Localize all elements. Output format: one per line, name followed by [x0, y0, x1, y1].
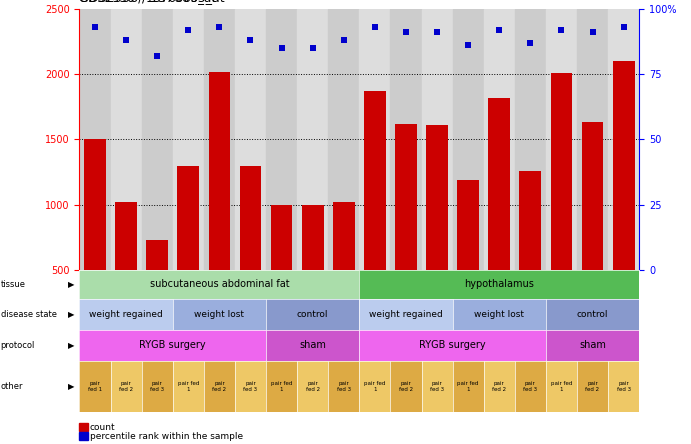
Text: weight regained: weight regained [369, 310, 443, 319]
Text: pair fed
1: pair fed 1 [178, 381, 199, 392]
Bar [489, 98, 510, 335]
Text: GDS2956 / 1376065_at: GDS2956 / 1376065_at [79, 0, 216, 4]
Bar [173, 9, 204, 270]
Text: pair fed
1: pair fed 1 [457, 381, 479, 392]
Bar [240, 166, 261, 335]
Text: weight lost: weight lost [194, 310, 245, 319]
Text: RYGB surgery: RYGB surgery [140, 341, 206, 350]
Bar [111, 9, 142, 270]
Bar [297, 9, 328, 270]
Text: sham: sham [579, 341, 606, 350]
Bar [520, 171, 541, 335]
Text: protocol: protocol [1, 341, 35, 350]
Text: pair
fed 2: pair fed 2 [585, 381, 600, 392]
Bar [142, 9, 173, 270]
Text: pair
fed 2: pair fed 2 [399, 381, 413, 392]
Bar [328, 9, 359, 270]
Bar [235, 9, 266, 270]
Text: ▶: ▶ [68, 382, 75, 391]
Text: pair
fed 3: pair fed 3 [337, 381, 351, 392]
Text: ▶: ▶ [68, 341, 75, 350]
Text: pair fed
1: pair fed 1 [364, 381, 386, 392]
Text: hypothalamus: hypothalamus [464, 279, 534, 289]
Bar [484, 9, 515, 270]
Bar [79, 9, 111, 270]
Bar [582, 123, 603, 335]
Bar [551, 73, 572, 335]
Text: weight lost: weight lost [474, 310, 524, 319]
Bar [608, 9, 639, 270]
Bar [84, 139, 106, 335]
Text: other: other [1, 382, 23, 391]
Text: pair
fed 3: pair fed 3 [243, 381, 258, 392]
Text: pair fed
1: pair fed 1 [551, 381, 572, 392]
Text: pair
fed 3: pair fed 3 [150, 381, 164, 392]
Text: pair
fed 2: pair fed 2 [212, 381, 227, 392]
Bar [271, 205, 292, 335]
Bar [266, 9, 297, 270]
Text: control: control [297, 310, 328, 319]
Text: percentile rank within the sample: percentile rank within the sample [90, 432, 243, 441]
Bar [146, 240, 168, 335]
Bar [364, 91, 386, 335]
Text: pair
fed 2: pair fed 2 [492, 381, 507, 392]
Text: weight regained: weight regained [89, 310, 163, 319]
Text: count: count [90, 423, 115, 432]
Text: pair
fed 2: pair fed 2 [119, 381, 133, 392]
Text: sham: sham [299, 341, 326, 350]
Text: disease state: disease state [1, 310, 57, 319]
Bar [302, 205, 323, 335]
Text: pair
fed 2: pair fed 2 [305, 381, 320, 392]
Bar [515, 9, 546, 270]
Text: subcutaneous abdominal fat: subcutaneous abdominal fat [149, 279, 290, 289]
Text: GDS2956 / 1376065_at: GDS2956 / 1376065_at [79, 0, 225, 4]
Bar [333, 202, 354, 335]
Text: control: control [577, 310, 608, 319]
Bar [204, 9, 235, 270]
Bar [422, 9, 453, 270]
Text: pair fed
1: pair fed 1 [271, 381, 292, 392]
Bar [613, 61, 634, 335]
Bar [457, 180, 479, 335]
Bar [115, 202, 137, 335]
Bar [209, 71, 230, 335]
Text: ▶: ▶ [68, 280, 75, 289]
Text: tissue: tissue [1, 280, 26, 289]
Bar [395, 124, 417, 335]
Bar [577, 9, 608, 270]
Bar [426, 125, 448, 335]
Bar [178, 166, 199, 335]
Bar [390, 9, 422, 270]
Text: pair
fed 1: pair fed 1 [88, 381, 102, 392]
Text: pair
fed 3: pair fed 3 [430, 381, 444, 392]
Text: ▶: ▶ [68, 310, 75, 319]
Bar [453, 9, 484, 270]
Text: pair
fed 3: pair fed 3 [523, 381, 538, 392]
Bar [546, 9, 577, 270]
Text: pair
fed 3: pair fed 3 [616, 381, 631, 392]
Text: RYGB surgery: RYGB surgery [419, 341, 486, 350]
Bar [359, 9, 390, 270]
